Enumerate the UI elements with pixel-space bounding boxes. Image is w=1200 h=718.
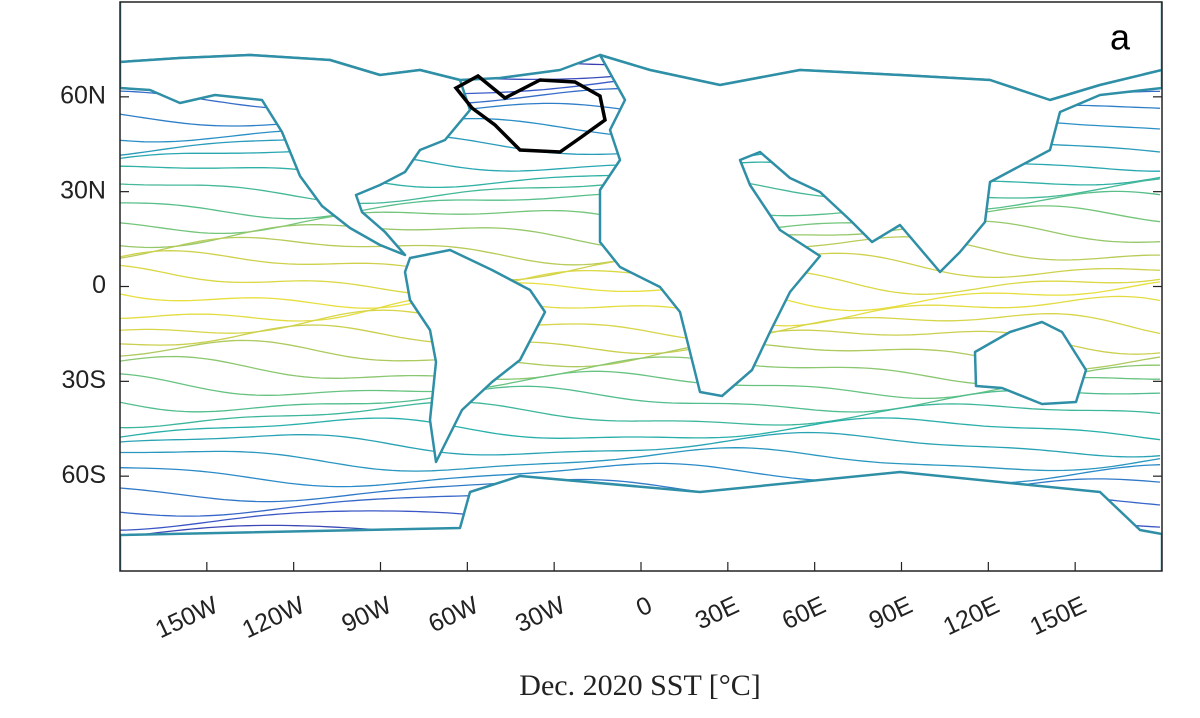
contour-line xyxy=(120,447,1161,472)
contour-line xyxy=(120,417,1161,441)
x-tick-label: 120W xyxy=(238,591,309,644)
y-tick-label: 0 xyxy=(92,271,106,299)
x-tick-label: 90W xyxy=(337,591,396,638)
y-tick-label: 30S xyxy=(62,366,106,394)
y-tick-label: 60S xyxy=(62,461,106,489)
x-axis-label: Dec. 2020 SST [°C] xyxy=(519,669,760,702)
x-tick-label: 30E xyxy=(691,591,743,635)
north-america xyxy=(120,53,472,257)
x-tick-label: 60E xyxy=(778,591,830,635)
y-tick-label: 30N xyxy=(60,176,106,204)
x-tick-label: 90E xyxy=(865,591,917,635)
contour-line xyxy=(120,281,1161,312)
x-tick-label: 150W xyxy=(151,591,222,644)
contour-line xyxy=(120,385,1161,413)
australia xyxy=(973,320,1088,406)
south-america xyxy=(403,248,547,464)
contour-line xyxy=(120,370,1160,400)
x-tick-label: 0 xyxy=(632,591,656,622)
subpolar-region xyxy=(453,73,607,154)
landmasses xyxy=(120,2,1162,571)
eurasia-africa xyxy=(598,53,1162,398)
contour-line xyxy=(120,431,1161,458)
x-tick-label: 120E xyxy=(939,591,1004,641)
contour-line xyxy=(120,324,1161,355)
x-tick-label: 30W xyxy=(511,591,570,638)
y-tick-label: 60N xyxy=(60,81,106,109)
x-tick-label: 60W xyxy=(424,591,483,638)
contour-line xyxy=(120,401,1161,429)
contour-line xyxy=(120,295,1161,327)
panel-label: a xyxy=(1110,17,1131,58)
antarctica xyxy=(120,470,1162,571)
x-tick-label: 150E xyxy=(1026,591,1091,641)
